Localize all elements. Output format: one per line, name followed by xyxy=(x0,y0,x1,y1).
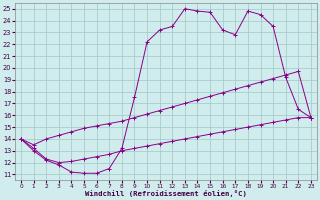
X-axis label: Windchill (Refroidissement éolien,°C): Windchill (Refroidissement éolien,°C) xyxy=(85,190,247,197)
